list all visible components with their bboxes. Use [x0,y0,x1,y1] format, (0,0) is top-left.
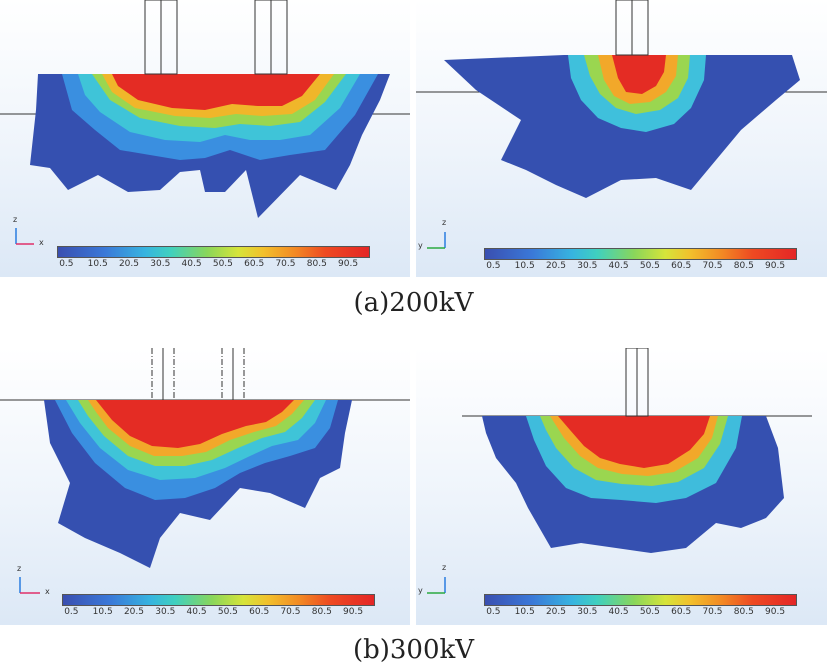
tick-label: 50.5 [212,259,233,269]
tick-label: 90.5 [765,261,786,271]
axis-label-z-b-left: z [17,564,22,573]
tick-label: 70.5 [702,607,723,617]
tick-label: 30.5 [155,607,176,617]
tick-label: 40.5 [608,607,629,617]
tick-label: 10.5 [514,261,535,271]
axis-label-z-a-right: z [442,218,447,227]
axis-label-y-a-right: y [418,241,423,250]
tick-label: 40.5 [608,261,629,271]
tick-label: 80.5 [306,259,327,269]
tick-label: 30.5 [577,261,598,271]
tick-label: 60.5 [671,261,692,271]
colorbar-b-right [484,594,797,606]
tick-label: 70.5 [275,259,296,269]
colorbar-ticks-b-right: 0.5 10.5 20.5 30.5 40.5 50.5 60.5 70.5 8… [484,607,797,619]
tick-label: 0.5 [59,259,74,269]
tick-label: 60.5 [249,607,270,617]
tick-label: 20.5 [545,607,567,617]
tick-label: 70.5 [702,261,723,271]
colorbar-ticks-a-right: 0.5 10.5 20.5 30.5 40.5 50.5 60.5 70.5 8… [484,261,797,273]
colorbar-ticks-b-left: 0.5 10.5 20.5 30.5 40.5 50.5 60.5 70.5 8… [62,607,375,619]
tick-label: 90.5 [765,607,786,617]
tick-label: 10.5 [514,607,535,617]
contour-plot-b-left [0,348,410,594]
panel-a-left: z x 0.5 10.5 20.5 30.5 40.5 50.5 60.5 70… [0,0,410,277]
tick-label: 40.5 [186,607,207,617]
tick-label: 10.5 [87,259,108,269]
colorbar-a-left [57,246,370,258]
axis-label-y-b-right: y [418,586,423,595]
colorbar-a-right [484,248,797,260]
caption-b: (b)300kV [352,635,475,665]
tick-label: 30.5 [577,607,598,617]
tick-label: 80.5 [733,261,754,271]
axis-label-x-b-left: x [45,587,50,596]
contour-plot-a-right [416,0,827,249]
tick-label: 40.5 [181,259,202,269]
axis-label-x-a-left: x [39,238,44,247]
tick-label: 30.5 [150,259,171,269]
tick-label: 10.5 [92,607,113,617]
panel-b-right: z y 0.5 10.5 20.5 30.5 40.5 50.5 60.5 70… [416,348,827,625]
tick-label: 50.5 [639,261,660,271]
tick-label: 0.5 [486,607,501,617]
contour-plot-a-left [0,0,410,245]
colorbar-ticks-a-left: 0.5 10.5 20.5 30.5 40.5 50.5 60.5 70.5 8… [57,259,370,271]
contour-plot-b-right [427,348,812,594]
tick-label: 0.5 [486,261,501,271]
tick-label: 50.5 [639,607,660,617]
tick-label: 20.5 [123,607,145,617]
tick-label: 50.5 [217,607,238,617]
tick-label: 20.5 [118,259,140,269]
axis-label-z-b-right: z [442,563,447,572]
tick-label: 90.5 [343,607,364,617]
tick-label: 80.5 [733,607,754,617]
panel-a-right: z y 0.5 10.5 20.5 30.5 40.5 50.5 60.5 70… [416,0,827,277]
tick-label: 20.5 [545,261,567,271]
tick-label: 60.5 [671,607,692,617]
tick-label: 70.5 [280,607,301,617]
axis-label-z-a-left: z [13,215,18,224]
colorbar-b-left [62,594,375,606]
panel-b-left: z x 0.5 10.5 20.5 30.5 40.5 50.5 60.5 70… [0,348,410,625]
tick-label: 0.5 [64,607,79,617]
caption-a: (a)200kV [353,288,474,318]
tick-label: 90.5 [338,259,359,269]
tick-label: 60.5 [244,259,265,269]
tick-label: 80.5 [311,607,332,617]
